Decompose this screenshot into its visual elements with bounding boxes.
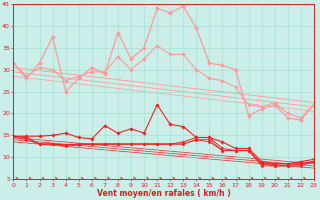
X-axis label: Vent moyen/en rafales ( km/h ): Vent moyen/en rafales ( km/h ) bbox=[97, 189, 230, 198]
